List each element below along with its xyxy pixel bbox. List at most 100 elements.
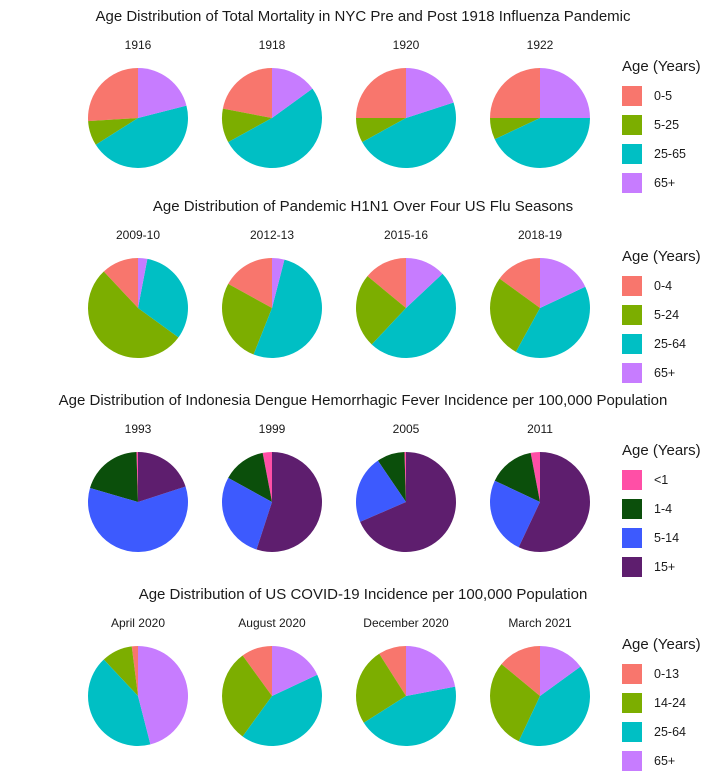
legend-title: Age (Years): [622, 636, 701, 653]
pie-chart: [356, 258, 456, 358]
legend-item: 65+: [622, 358, 701, 387]
pie-slice-<1: [530, 452, 540, 502]
legend-item: 65+: [622, 168, 701, 197]
legend-item: 0-5: [622, 81, 701, 110]
pie-slice-0-5: [490, 68, 540, 118]
pie-slice-65+: [540, 646, 581, 696]
chart-panel: Age Distribution of US COVID-19 Incidenc…: [0, 586, 726, 776]
chart-panel: Age Distribution of Total Mortality in N…: [0, 8, 726, 198]
pie-slice-5-14: [88, 486, 188, 552]
legend-title: Age (Years): [622, 248, 701, 265]
legend-item: 25-64: [622, 717, 701, 746]
pie-slice-14-24: [490, 664, 540, 742]
pie-slice-25-64: [88, 659, 151, 746]
pie-slice-25-65: [362, 102, 456, 168]
legend-swatch: [622, 469, 642, 490]
pie-chart: [490, 646, 590, 746]
pie-chart: [222, 258, 323, 358]
pie-slice-1-4: [377, 452, 406, 502]
legend: Age (Years) <1 1-4 5-14 15+: [622, 442, 701, 581]
pie-slice-0-4: [228, 258, 272, 308]
legend-swatch: [622, 143, 642, 164]
pie-slice-1-4: [494, 452, 540, 502]
legend-item: 5-14: [622, 523, 701, 552]
legend-label: 65+: [654, 175, 676, 190]
legend: Age (Years) 0-13 14-24 25-64 65+: [622, 636, 701, 775]
pie-slice-0-13: [242, 646, 272, 696]
pie-slice-0-4: [367, 258, 406, 308]
legend-item: 1-4: [622, 494, 701, 523]
legend-item: 25-65: [622, 139, 701, 168]
chart-title: Age Distribution of Total Mortality in N…: [95, 8, 631, 25]
pie-label: 2018-19: [517, 228, 563, 242]
chart-title: Age Distribution of Pandemic H1N1 Over F…: [152, 198, 574, 215]
pie-slice-5-14: [356, 460, 406, 522]
legend-item: <1: [622, 465, 701, 494]
legend-label: 5-24: [654, 307, 680, 322]
pie-slice-65+: [540, 68, 590, 118]
legend-swatch: [622, 498, 642, 519]
pie-label: August 2020: [238, 616, 306, 630]
pie-slice-25-64: [515, 286, 590, 358]
chart-title: Age Distribution of US COVID-19 Incidenc…: [138, 586, 588, 603]
pie-slice-<1: [136, 452, 138, 502]
pie-slice-25-64: [371, 273, 456, 358]
legend-item: 0-13: [622, 659, 701, 688]
pie-label: 2012-13: [249, 228, 295, 242]
legend: Age (Years) 0-4 5-24 25-64 65+: [622, 248, 701, 387]
pie-slice-0-13: [131, 646, 138, 696]
legend-label: 65+: [654, 365, 676, 380]
pie-slice-25-64: [242, 674, 322, 746]
pie-slice-5-24: [222, 283, 272, 355]
legend-label: 25-64: [654, 336, 686, 351]
pie-slice-5-25: [88, 118, 138, 145]
pie-slice-1-4: [89, 452, 138, 502]
legend-item: 5-24: [622, 300, 701, 329]
legend-swatch: [622, 721, 642, 742]
legend-label: 5-14: [654, 530, 680, 545]
pie-slice-14-24: [356, 653, 406, 723]
legend-item: 5-25: [622, 110, 701, 139]
pie-slice-15+: [256, 452, 322, 552]
pie-slice-<1: [404, 452, 406, 502]
pie-chart: [88, 452, 188, 552]
pie-slice-0-5: [356, 68, 406, 118]
pie-label: 1993: [124, 422, 152, 436]
legend-swatch: [622, 663, 642, 684]
pie-label: 2009-10: [115, 228, 161, 242]
pie-slice-65+: [406, 646, 456, 696]
legend-swatch: [622, 275, 642, 296]
pie-slice-5-24: [490, 278, 540, 352]
pie-slice-5-25: [356, 118, 406, 143]
legend-item: 14-24: [622, 688, 701, 717]
pie-slice-5-25: [222, 108, 272, 143]
pie-label: December 2020: [363, 616, 449, 630]
pie-slice-65+: [540, 258, 586, 308]
pie-slice-0-13: [379, 646, 406, 696]
legend-label: 1-4: [654, 501, 673, 516]
pie-chart: [356, 68, 456, 168]
pie-label: March 2021: [508, 616, 572, 630]
legend-item: 0-4: [622, 271, 701, 300]
legend-label: 25-64: [654, 724, 686, 739]
pie-label: 2005: [392, 422, 420, 436]
pie-chart: [356, 452, 456, 552]
pie-label: 1920: [392, 38, 420, 52]
legend-swatch: [622, 172, 642, 193]
pie-slice-0-5: [88, 68, 138, 122]
pie-slice-25-64: [518, 666, 590, 746]
pie-chart: [356, 646, 456, 746]
pie-slice-0-4: [103, 258, 138, 308]
pie-slice-1-4: [228, 452, 272, 502]
legend-label: 25-65: [654, 146, 686, 161]
pie-slice-65+: [138, 258, 148, 308]
pie-slice-25-64: [363, 686, 456, 746]
pie-slice-65+: [406, 258, 443, 308]
legend-swatch: [622, 333, 642, 354]
pie-slice-0-4: [499, 258, 540, 308]
legend-item: 25-64: [622, 329, 701, 358]
pie-slice-65+: [406, 68, 454, 118]
pie-slice-65+: [138, 646, 188, 745]
legend-swatch: [622, 750, 642, 771]
pie-label: 2011: [527, 422, 553, 436]
